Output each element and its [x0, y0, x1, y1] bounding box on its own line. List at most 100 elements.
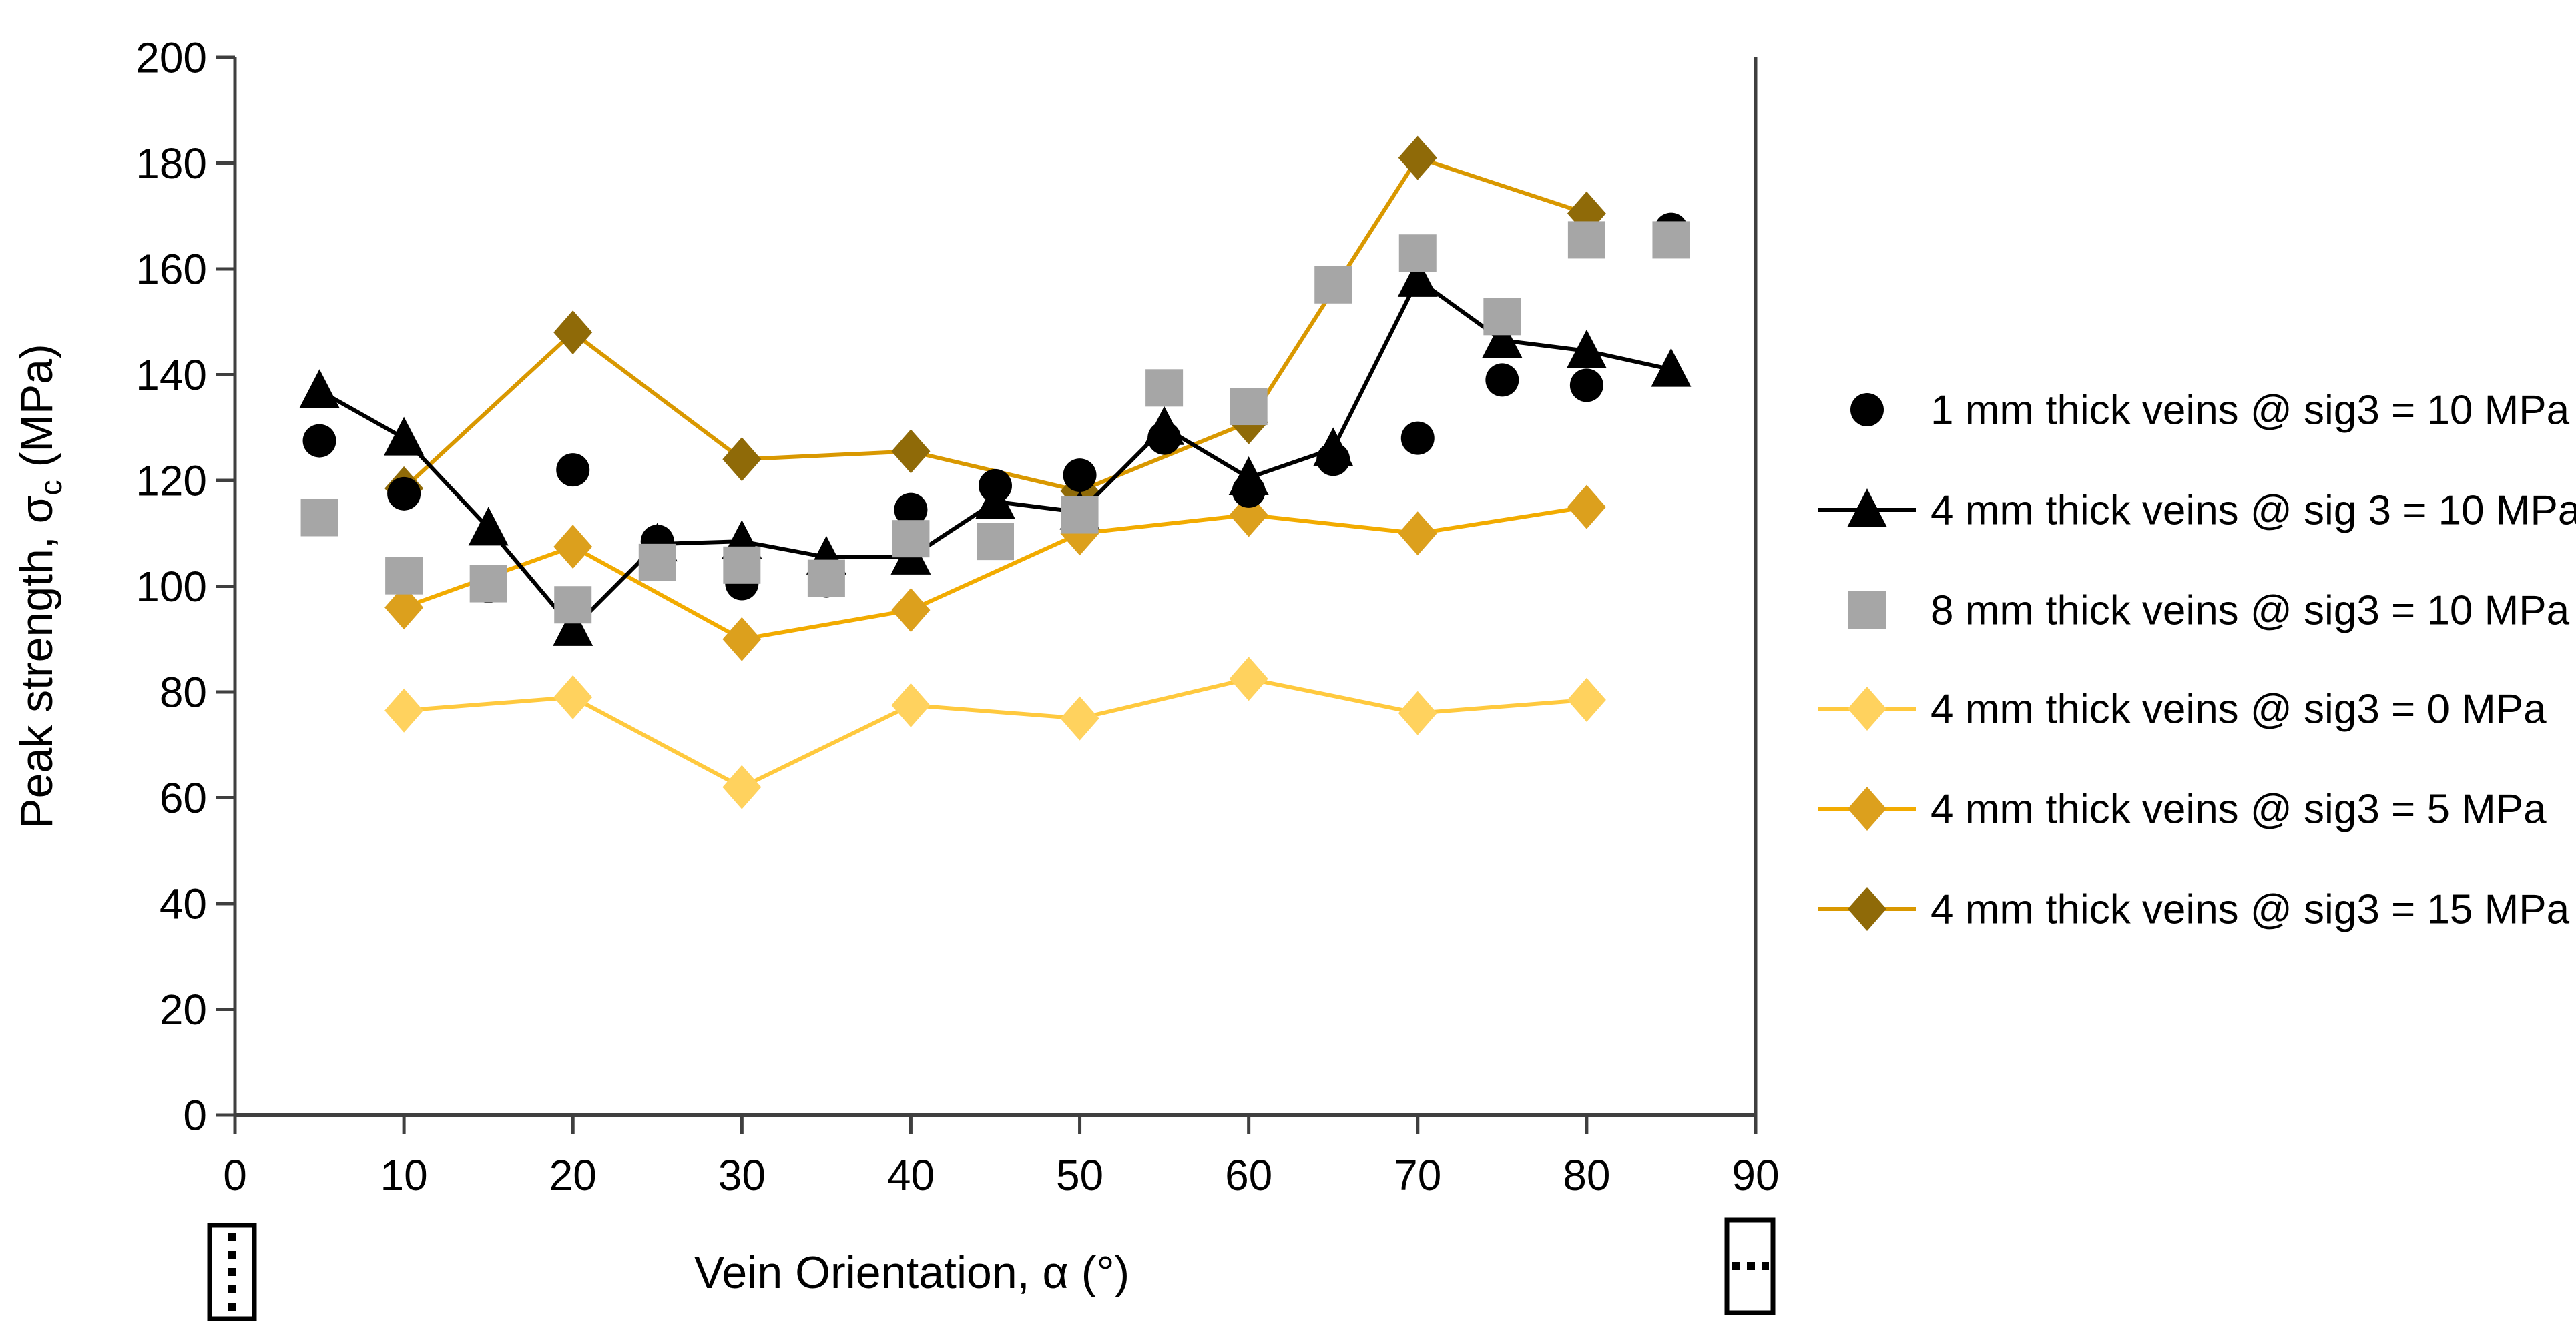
y-tick-label: 0	[183, 1091, 207, 1139]
y-tick-label: 160	[136, 245, 207, 293]
legend-item-gold_sig5: 4 mm thick veins @ sig3 = 5 MPa	[1818, 787, 2547, 833]
data-point-circles_1mm	[387, 476, 421, 511]
data-point-circles_1mm	[894, 492, 928, 527]
data-point-yellow_sig0	[1060, 696, 1099, 741]
x-tick-label: 90	[1732, 1151, 1779, 1199]
y-tick-label: 100	[136, 563, 207, 611]
legend-item-yellow_sig0: 4 mm thick veins @ sig3 = 0 MPa	[1818, 687, 2547, 733]
data-point-squares_8mm	[1145, 369, 1184, 407]
data-point-squares_8mm	[385, 557, 423, 595]
legend-label-squares_8mm: 8 mm thick veins @ sig3 = 10 MPa	[1930, 588, 2570, 634]
x-tick-label: 80	[1563, 1151, 1610, 1199]
data-point-squares_8mm	[469, 565, 507, 603]
data-point-circles_1mm	[1316, 442, 1350, 476]
data-point-triangles_4mm	[1397, 258, 1438, 297]
x-tick-label: 10	[380, 1151, 428, 1199]
legend-marker-dark_sig15	[1848, 887, 1886, 931]
x-tick-label: 20	[549, 1151, 597, 1199]
data-point-triangles_4mm	[468, 507, 509, 546]
data-point-yellow_sig0	[1229, 657, 1268, 701]
y-tick-label: 120	[136, 456, 207, 505]
legend-item-squares_8mm: 8 mm thick veins @ sig3 = 10 MPa	[1848, 588, 2570, 634]
data-point-triangles_4mm	[299, 369, 340, 408]
legend-marker-triangles_4mm	[1847, 488, 1887, 527]
series-line-yellow_sig0	[403, 677, 1587, 790]
data-point-circles_1mm	[979, 468, 1012, 503]
data-point-squares_8mm	[892, 520, 930, 558]
data-point-squares_8mm	[1314, 266, 1352, 304]
legend: 1 mm thick veins @ sig3 = 10 MPa 4 mm thi…	[1818, 388, 2576, 933]
data-point-gold_sig5	[891, 588, 931, 633]
data-point-squares_8mm	[1483, 298, 1521, 336]
data-point-dark_sig15	[891, 429, 931, 474]
data-point-yellow_sig0	[722, 765, 762, 809]
data-point-circles_1mm	[556, 453, 590, 487]
legend-marker-circles_1mm	[1850, 393, 1884, 426]
series-yellow_sig0	[384, 657, 1606, 809]
series-squares_8mm	[300, 221, 1690, 624]
legend-marker-yellow_sig0	[1848, 687, 1886, 731]
data-point-squares_8mm	[723, 546, 761, 584]
data-point-squares_8mm	[1061, 496, 1099, 534]
legend-marker-gold_sig5	[1848, 787, 1886, 831]
data-point-squares_8mm	[807, 559, 845, 597]
data-point-squares_8mm	[638, 543, 676, 581]
y-tick-label: 20	[160, 986, 207, 1034]
y-tick-label: 180	[136, 139, 207, 188]
x-tick-label: 0	[223, 1151, 247, 1199]
data-point-circles_1mm	[1147, 421, 1182, 455]
data-point-circles_1mm	[1232, 474, 1266, 508]
y-axis-title: Peak strength, σc (MPa)	[11, 344, 68, 828]
legend-label-gold_sig5: 4 mm thick veins @ sig3 = 5 MPa	[1930, 787, 2547, 833]
x-tick-label: 70	[1394, 1151, 1441, 1199]
x-tick-label: 30	[718, 1151, 766, 1199]
legend-label-triangles_4mm: 4 mm thick veins @ sig 3 = 10 MPa	[1930, 488, 2576, 534]
legend-item-circles_1mm: 1 mm thick veins @ sig3 = 10 MPa	[1850, 388, 2570, 434]
data-point-dark_sig15	[722, 437, 762, 482]
data-point-gold_sig5	[722, 617, 762, 661]
data-point-triangles_4mm	[553, 607, 593, 646]
data-point-gold_sig5	[1398, 511, 1437, 556]
data-point-yellow_sig0	[384, 688, 424, 733]
vein-orientation-0-icon	[207, 1223, 257, 1321]
data-point-yellow_sig0	[1398, 691, 1437, 735]
x-tick-label: 40	[887, 1151, 935, 1199]
x-tick-label: 50	[1056, 1151, 1103, 1199]
y-tick-label: 200	[136, 33, 207, 81]
data-point-squares_8mm	[1652, 221, 1690, 259]
data-point-circles_1mm	[1400, 421, 1435, 455]
y-tick-label: 40	[160, 880, 207, 928]
data-point-triangles_4mm	[1651, 348, 1692, 387]
data-point-circles_1mm	[1063, 458, 1097, 492]
data-point-gold_sig5	[1567, 484, 1606, 529]
data-point-squares_8mm	[1398, 234, 1437, 272]
legend-item-triangles_4mm: 4 mm thick veins @ sig 3 = 10 MPa	[1818, 488, 2576, 534]
y-tick-label: 140	[136, 351, 207, 399]
data-point-squares_8mm	[1230, 388, 1268, 426]
data-point-dark_sig15	[553, 310, 593, 355]
data-point-squares_8mm	[977, 523, 1014, 561]
data-point-triangles_4mm	[1482, 318, 1523, 358]
data-point-triangles_4mm	[1566, 329, 1607, 368]
data-point-squares_8mm	[554, 586, 592, 624]
series-line-gold_sig5	[403, 505, 1587, 641]
data-point-circles_1mm	[1485, 363, 1519, 397]
data-point-circles_1mm	[302, 424, 336, 458]
legend-marker-squares_8mm	[1848, 591, 1886, 629]
data-point-squares_8mm	[300, 499, 338, 537]
vein-orientation-90-icon	[1724, 1217, 1776, 1315]
y-tick-label: 60	[160, 774, 207, 822]
x-tick-label: 60	[1225, 1151, 1272, 1199]
data-point-yellow_sig0	[553, 675, 593, 719]
legend-label-yellow_sig0: 4 mm thick veins @ sig3 = 0 MPa	[1930, 687, 2547, 733]
y-tick-label: 80	[160, 668, 207, 716]
data-point-yellow_sig0	[1567, 677, 1606, 722]
series-line-triangles_4mm	[318, 276, 1672, 632]
data-point-gold_sig5	[384, 585, 424, 630]
data-point-yellow_sig0	[891, 683, 931, 727]
series-triangles_4mm	[299, 258, 1692, 646]
legend-label-dark_sig15: 4 mm thick veins @ sig3 = 15 MPa	[1930, 887, 2570, 933]
data-point-gold_sig5	[553, 525, 593, 569]
